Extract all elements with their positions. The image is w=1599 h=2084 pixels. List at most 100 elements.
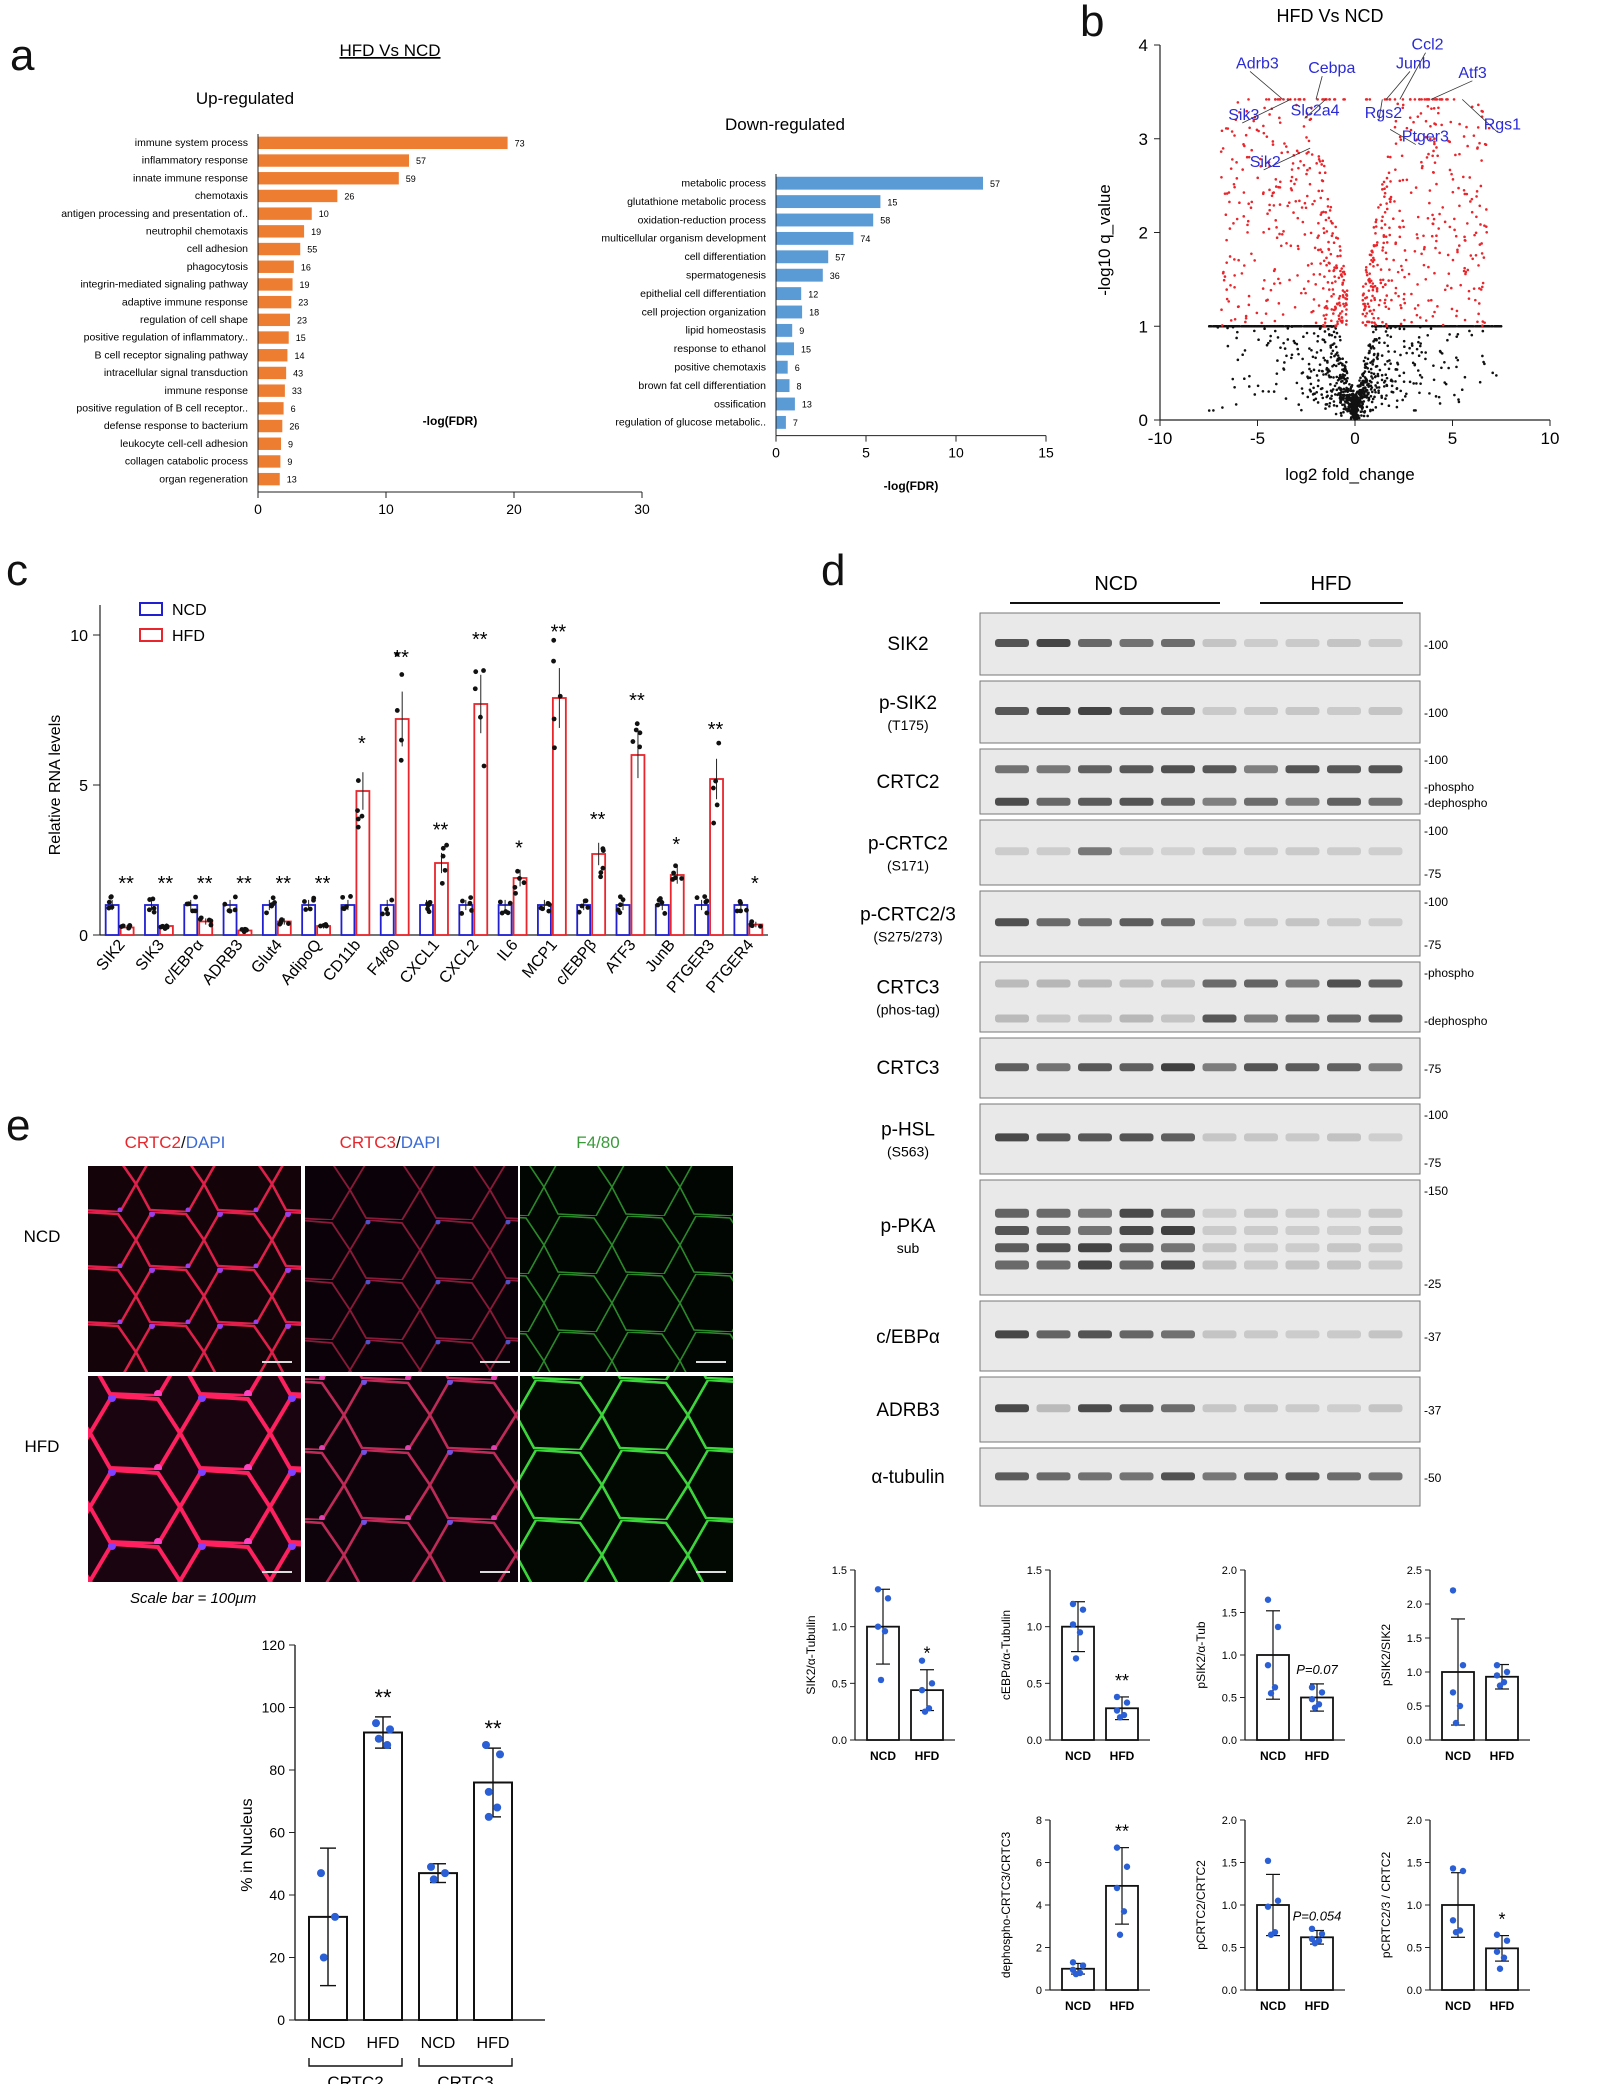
ns-point xyxy=(1360,404,1363,408)
ns-point xyxy=(1376,372,1380,376)
sig-point xyxy=(1339,269,1342,273)
ns-point xyxy=(1361,402,1365,406)
ns-point xyxy=(1335,331,1339,335)
go-count-label: 13 xyxy=(802,400,812,410)
data-point xyxy=(585,905,591,910)
sig-point xyxy=(1341,283,1344,286)
blot-band xyxy=(1285,707,1320,716)
ns-point xyxy=(1320,393,1324,396)
sig-point xyxy=(1262,124,1265,128)
sig-point xyxy=(1416,283,1419,286)
ns-point xyxy=(1351,407,1355,410)
ns-point xyxy=(1317,369,1321,372)
ns-point xyxy=(1356,384,1360,388)
ns-point xyxy=(1424,357,1427,361)
ns-point xyxy=(1419,342,1422,345)
blot-band xyxy=(995,1404,1029,1413)
blot-band xyxy=(1161,1014,1195,1023)
blot-band xyxy=(1202,765,1237,774)
go-term-label: integrin-mediated signaling pathway xyxy=(80,279,248,291)
data-point xyxy=(190,908,195,914)
go-count-label: 23 xyxy=(298,298,308,308)
sig-point xyxy=(1371,294,1374,298)
ns-point xyxy=(1440,366,1443,370)
data-point xyxy=(928,1680,936,1687)
up-xlabel: -log(FDR) xyxy=(423,414,478,428)
ns-point xyxy=(1386,344,1390,348)
sig-point xyxy=(1400,268,1404,272)
sig-point xyxy=(1264,312,1268,315)
ns-point xyxy=(1216,326,1220,329)
sig-point xyxy=(1431,314,1435,318)
go-bar xyxy=(258,349,288,362)
data-point xyxy=(517,876,522,881)
significance-marker: P=0.054 xyxy=(1293,1909,1342,1924)
ns-point xyxy=(1378,368,1382,372)
go-bar xyxy=(776,305,803,319)
ns-point xyxy=(1342,393,1346,397)
sig-point xyxy=(1322,210,1325,214)
go-count-label: 14 xyxy=(294,351,304,361)
sig-point xyxy=(1455,314,1458,318)
sig-point xyxy=(1392,258,1395,262)
data-point xyxy=(694,895,700,901)
y-tick-label: 1.0 xyxy=(1407,1667,1422,1679)
sig-point xyxy=(1415,138,1419,141)
sig-point xyxy=(1428,201,1431,205)
data-point xyxy=(702,894,708,899)
significance-marker: ** xyxy=(590,809,606,831)
sig-point xyxy=(1229,167,1233,170)
blot-band xyxy=(1327,797,1361,806)
blot-band xyxy=(1202,847,1237,856)
ns-point xyxy=(1371,377,1374,380)
volcano-xlabel: log2 fold_change xyxy=(1285,465,1415,484)
blot-band xyxy=(995,1063,1029,1072)
sig-point xyxy=(1327,240,1330,244)
ns-point xyxy=(1300,408,1303,412)
sig-point xyxy=(1337,276,1341,280)
sig-point xyxy=(1448,225,1452,229)
ns-point xyxy=(1348,393,1352,397)
sig-point xyxy=(1368,281,1372,284)
sig-point xyxy=(1263,279,1266,282)
ns-point xyxy=(1371,324,1374,328)
ns-point xyxy=(1341,373,1345,376)
sig-point xyxy=(1297,166,1300,170)
go-term-label: adaptive immune response xyxy=(122,296,248,308)
row-label-ncd: NCD xyxy=(24,1227,61,1246)
sig-point-top xyxy=(1452,98,1456,101)
sig-point xyxy=(1366,302,1370,306)
sig-point xyxy=(1293,306,1297,309)
ns-point xyxy=(1460,388,1464,392)
sig-point xyxy=(1428,189,1432,192)
data-point xyxy=(467,900,473,906)
ns-point xyxy=(1380,394,1383,398)
sig-point xyxy=(1228,227,1232,230)
sig-point xyxy=(1477,103,1480,107)
ns-point xyxy=(1348,407,1351,411)
sig-point xyxy=(1237,258,1240,262)
sig-point xyxy=(1323,275,1326,278)
ns-point xyxy=(1369,394,1373,398)
sig-point xyxy=(1331,221,1334,225)
ns-point xyxy=(1267,390,1270,393)
sig-point xyxy=(1408,116,1412,119)
sig-point xyxy=(1226,127,1230,130)
sig-point xyxy=(1485,208,1488,211)
go-term-label: spermatogenesis xyxy=(686,270,766,282)
blot-band xyxy=(1244,1243,1278,1253)
sig-point-top xyxy=(1385,98,1389,101)
sig-point xyxy=(1236,101,1240,104)
go-count-label: 6 xyxy=(291,404,296,414)
sig-point-top xyxy=(1433,98,1437,101)
nucleus-xtick: HFD xyxy=(477,2035,510,2052)
gene-label-ccl2: Ccl2 xyxy=(1412,37,1444,54)
sig-point xyxy=(1374,225,1378,228)
ns-point xyxy=(1303,324,1307,328)
sig-point xyxy=(1223,275,1227,278)
sig-point xyxy=(1383,223,1387,226)
ns-point xyxy=(1323,330,1327,333)
y-tick-label: 40 xyxy=(269,1887,285,1903)
